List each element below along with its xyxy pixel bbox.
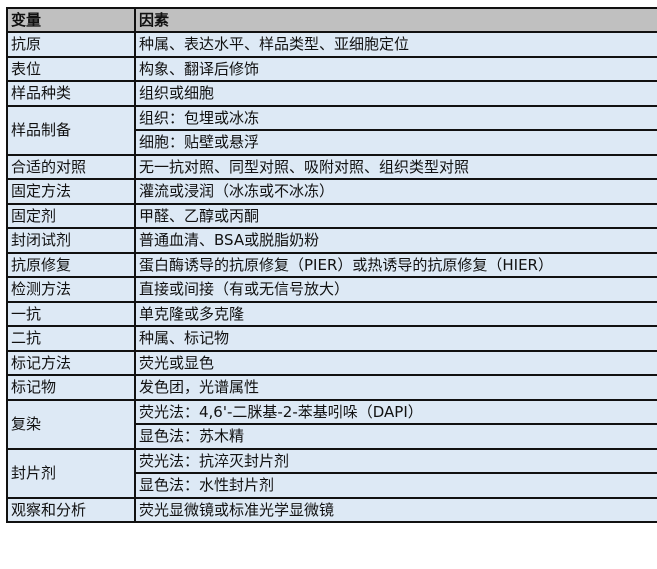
variable-cell: 固定剂	[6, 202, 136, 229]
table-row: 表位 构象、翻译后修饰	[6, 55, 657, 82]
factor-cell: 荧光法：抗淬灭封片剂	[134, 447, 657, 474]
factor-cell: 蛋白酶诱导的抗原修复（PIER）或热诱导的抗原修复（HIER）	[134, 251, 657, 278]
factor-cell: 单克隆或多克隆	[134, 300, 657, 327]
variable-cell: 表位	[6, 55, 136, 82]
variable-cell: 二抗	[6, 325, 136, 352]
table-row: 封闭试剂 普通血清、BSA或脱脂奶粉	[6, 227, 657, 254]
factor-cell: 种属、标记物	[134, 325, 657, 352]
factor-cell: 普通血清、BSA或脱脂奶粉	[134, 227, 657, 254]
table-row: 显色法：苏木精	[7, 423, 657, 450]
factor-cell: 组织：包埋或冰冻	[134, 104, 657, 131]
variable-cell: 抗原	[6, 31, 136, 58]
factor-cell: 组织或细胞	[134, 80, 657, 107]
factor-cell: 荧光显微镜或标准光学显微镜	[134, 496, 657, 523]
variable-cell: 样品种类	[6, 80, 136, 107]
factor-cell: 灌流或浸润（冰冻或不冰冻）	[134, 178, 657, 205]
variable-cell: 标记物	[6, 374, 136, 401]
table-row: 固定剂 甲醛、乙醇或丙酮	[6, 202, 657, 229]
variables-table: 变量 因素 抗原 种属、表达水平、样品类型、亚细胞定位 表位 构象、翻译后修饰 样品种类…	[6, 7, 657, 523]
factor-cell: 种属、表达水平、样品类型、亚细胞定位	[134, 31, 657, 58]
factor-cell: 甲醛、乙醇或丙酮	[134, 202, 657, 229]
table-row: 观察和分析 荧光显微镜或标准光学显微镜	[6, 496, 657, 523]
table-header-row: 变量 因素	[6, 7, 657, 33]
table-row: 标记方法 荧光或显色	[6, 349, 657, 376]
variable-cell: 抗原修复	[6, 251, 136, 278]
table-row: 复染 荧光法：4,6'-二脒基-2-苯基吲哚（DAPI）	[6, 398, 657, 450]
factor-cell: 细胞：贴壁或悬浮	[134, 129, 657, 156]
variable-cell: 检测方法	[6, 276, 136, 303]
table-row: 细胞：贴壁或悬浮	[7, 129, 657, 156]
variable-cell: 固定方法	[6, 178, 136, 205]
table-row: 显色法：水性封片剂	[7, 472, 657, 499]
table-body: 抗原 种属、表达水平、样品类型、亚细胞定位 表位 构象、翻译后修饰 样品种类 组织或细胞样…	[6, 31, 657, 523]
table-row: 检测方法 直接或间接（有或无信号放大）	[6, 276, 657, 303]
header-factor: 因素	[134, 7, 657, 33]
factor-cell: 显色法：苏木精	[134, 423, 657, 450]
variable-cell: 复染	[6, 398, 136, 450]
header-variable: 变量	[6, 7, 136, 33]
factor-cell: 直接或间接（有或无信号放大）	[134, 276, 657, 303]
table-row: 样品种类 组织或细胞	[6, 80, 657, 107]
variable-cell: 一抗	[6, 300, 136, 327]
factor-cell: 无一抗对照、同型对照、吸附对照、组织类型对照	[134, 153, 657, 180]
table-row: 合适的对照 无一抗对照、同型对照、吸附对照、组织类型对照	[6, 153, 657, 180]
variable-cell: 样品制备	[6, 104, 136, 156]
factor-cell: 构象、翻译后修饰	[134, 55, 657, 82]
variable-cell: 封闭试剂	[6, 227, 136, 254]
table-row: 抗原 种属、表达水平、样品类型、亚细胞定位	[6, 31, 657, 58]
variable-cell: 合适的对照	[6, 153, 136, 180]
table-row: 标记物 发色团，光谱属性	[6, 374, 657, 401]
factor-cell: 显色法：水性封片剂	[134, 472, 657, 499]
table-row: 固定方法 灌流或浸润（冰冻或不冰冻）	[6, 178, 657, 205]
table-row: 一抗 单克隆或多克隆	[6, 300, 657, 327]
table-row: 样品制备 组织：包埋或冰冻	[6, 104, 657, 156]
variable-cell: 观察和分析	[6, 496, 136, 523]
table-row: 封片剂 荧光法：抗淬灭封片剂	[6, 447, 657, 499]
factor-cell: 荧光法：4,6'-二脒基-2-苯基吲哚（DAPI）	[134, 398, 657, 425]
table-row: 二抗 种属、标记物	[6, 325, 657, 352]
variable-cell: 标记方法	[6, 349, 136, 376]
variable-cell: 封片剂	[6, 447, 136, 499]
factor-cell: 荧光或显色	[134, 349, 657, 376]
table-row: 抗原修复 蛋白酶诱导的抗原修复（PIER）或热诱导的抗原修复（HIER）	[6, 251, 657, 278]
factor-cell: 发色团，光谱属性	[134, 374, 657, 401]
